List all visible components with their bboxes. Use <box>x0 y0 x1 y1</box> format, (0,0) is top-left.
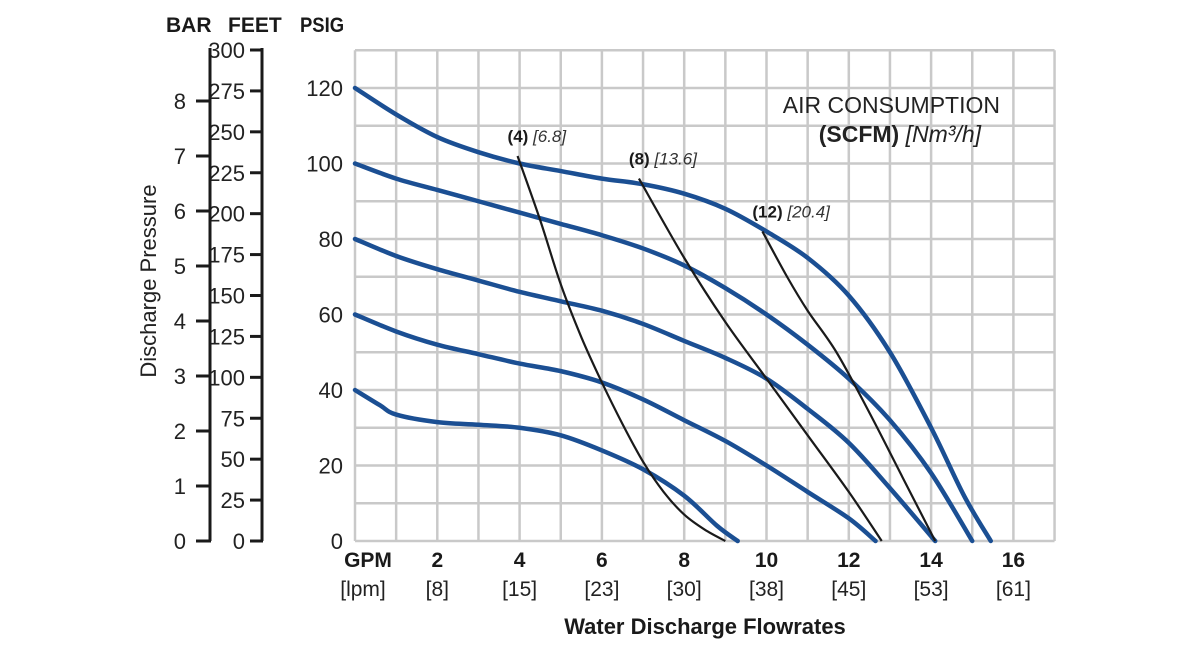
feet-tick-label: 100 <box>208 365 245 390</box>
feet-tick-label: 200 <box>208 202 245 227</box>
air-consumption-line <box>761 230 937 542</box>
performance-curve <box>352 236 938 544</box>
psig-tick-label: 80 <box>319 227 343 252</box>
y-axis-label: Discharge Pressure <box>136 184 161 377</box>
psig-tick-label: 20 <box>319 454 343 479</box>
x-tick-label-alt: [53] <box>914 578 949 601</box>
legend-subtitle: (SCFM) [Nm³/h] <box>819 121 982 147</box>
x-tick-label-alt: [61] <box>996 578 1031 601</box>
x-tick-label: 6 <box>596 549 608 572</box>
psig-tick-label: 100 <box>306 152 343 177</box>
feet-tick-label: 150 <box>208 284 245 309</box>
x-tick-label: 16 <box>1002 549 1025 572</box>
bar-tick-label: 4 <box>174 309 186 334</box>
air-line-label: (12) [20.4] <box>752 202 831 221</box>
feet-tick-label: 300 <box>208 38 245 63</box>
x-unit-label: GPM <box>344 549 392 572</box>
feet-axis-title: FEET <box>228 14 282 37</box>
x-tick-label-alt: [38] <box>749 578 784 601</box>
x-tick-label-alt: [15] <box>502 578 537 601</box>
bar-tick-label: 6 <box>174 199 186 224</box>
psig-tick-label: 0 <box>331 529 343 554</box>
x-axis-label: Water Discharge Flowrates <box>564 614 846 639</box>
bar-tick-label: 8 <box>174 89 186 114</box>
bar-axis-title: BAR <box>166 14 212 37</box>
performance-curve <box>352 387 740 544</box>
air-consumption-line <box>637 178 883 542</box>
feet-tick-label: 50 <box>221 447 245 472</box>
performance-curve <box>352 161 975 544</box>
psig-tick-label: 120 <box>306 76 343 101</box>
air-line-label: (4) [6.8] <box>508 127 568 146</box>
psig-tick-label: 40 <box>319 378 343 403</box>
x-tick-label-alt: [30] <box>667 578 702 601</box>
bar-tick-label: 3 <box>174 364 186 389</box>
feet-tick-label: 125 <box>208 324 245 349</box>
feet-tick-label: 275 <box>208 79 245 104</box>
psig-axis-title: PSIG <box>300 14 344 37</box>
performance-curve <box>352 312 878 544</box>
bar-tick-label: 2 <box>174 419 186 444</box>
bar-tick-label: 1 <box>174 474 186 499</box>
air-line-label: (8) [13.6] <box>629 150 698 169</box>
bar-tick-label: 7 <box>174 144 186 169</box>
legend-title: AIR CONSUMPTION <box>783 92 1000 118</box>
feet-tick-label: 250 <box>208 120 245 145</box>
x-tick-label: 12 <box>837 549 860 572</box>
x-tick-label: 10 <box>755 549 778 572</box>
feet-tick-label: 25 <box>221 488 245 513</box>
x-tick-label: 4 <box>514 549 526 572</box>
x-tick-label: 14 <box>919 549 943 572</box>
bar-tick-label: 0 <box>174 529 186 554</box>
bar-tick-label: 5 <box>174 254 186 279</box>
x-tick-label-alt: [8] <box>426 578 449 601</box>
performance-curve <box>352 85 994 544</box>
feet-tick-label: 175 <box>208 243 245 268</box>
x-tick-label: 2 <box>431 549 443 572</box>
feet-tick-label: 0 <box>233 529 245 554</box>
feet-tick-label: 75 <box>221 406 245 431</box>
x-unit-label-alt: [lpm] <box>340 578 386 601</box>
air-consumption-line <box>516 155 726 542</box>
x-tick-label: 8 <box>678 549 690 572</box>
x-tick-label-alt: [45] <box>831 578 866 601</box>
psig-tick-label: 60 <box>319 303 343 328</box>
x-tick-label-alt: [23] <box>584 578 619 601</box>
feet-tick-label: 225 <box>208 161 245 186</box>
